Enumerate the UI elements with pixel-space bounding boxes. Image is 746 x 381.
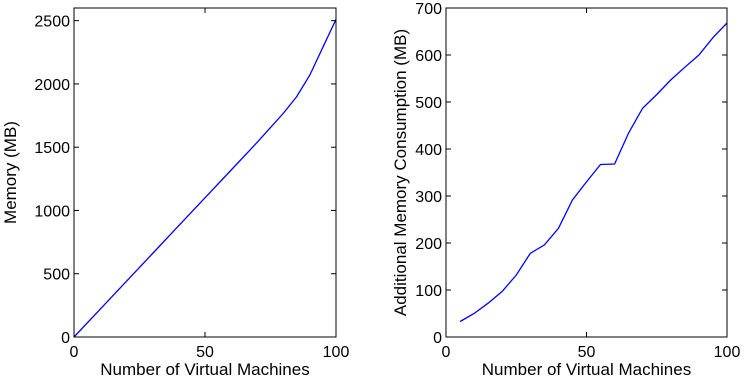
x-tick-label: 100: [323, 344, 350, 361]
x-tick-label: 50: [196, 344, 214, 361]
series-line-0: [73, 19, 337, 338]
x-tick-label: 50: [578, 344, 596, 361]
series-line-0: [459, 22, 728, 323]
y-axis-label: Additional Memory Consumption (MB): [391, 29, 410, 316]
plot-frame: [73, 7, 337, 338]
x-tick-label: 100: [714, 344, 741, 361]
x-axis-label: Number of Virtual Machines: [482, 360, 691, 379]
y-tick-label: 100: [415, 283, 442, 300]
x-axis-label: Number of Virtual Machines: [100, 360, 309, 379]
chart-additional-memory: 0 50 100 0 100 200 300 400 500 600 700 Number of Vi…: [391, 1, 740, 379]
y-tick-label: 600: [415, 48, 442, 65]
y-tick-label: 1500: [34, 140, 70, 157]
y-tick-label: 500: [43, 267, 70, 284]
y-tick-label: 2000: [34, 77, 70, 94]
y-axis-label: Memory (MB): [1, 121, 20, 224]
plot-frame: [445, 7, 728, 338]
x-tick-label: 0: [70, 344, 79, 361]
y-tick-label: 2500: [34, 14, 70, 31]
y-tick-label: 0: [433, 330, 442, 347]
y-tick-label: 1000: [34, 203, 70, 220]
y-tick-label: 0: [61, 330, 70, 347]
x-tick-label: 0: [442, 344, 451, 361]
y-tick-label: 200: [415, 236, 442, 253]
y-tick-label: 400: [415, 142, 442, 159]
y-tick-label: 700: [415, 1, 442, 18]
y-tick-label: 500: [415, 95, 442, 112]
y-tick-label: 300: [415, 189, 442, 206]
